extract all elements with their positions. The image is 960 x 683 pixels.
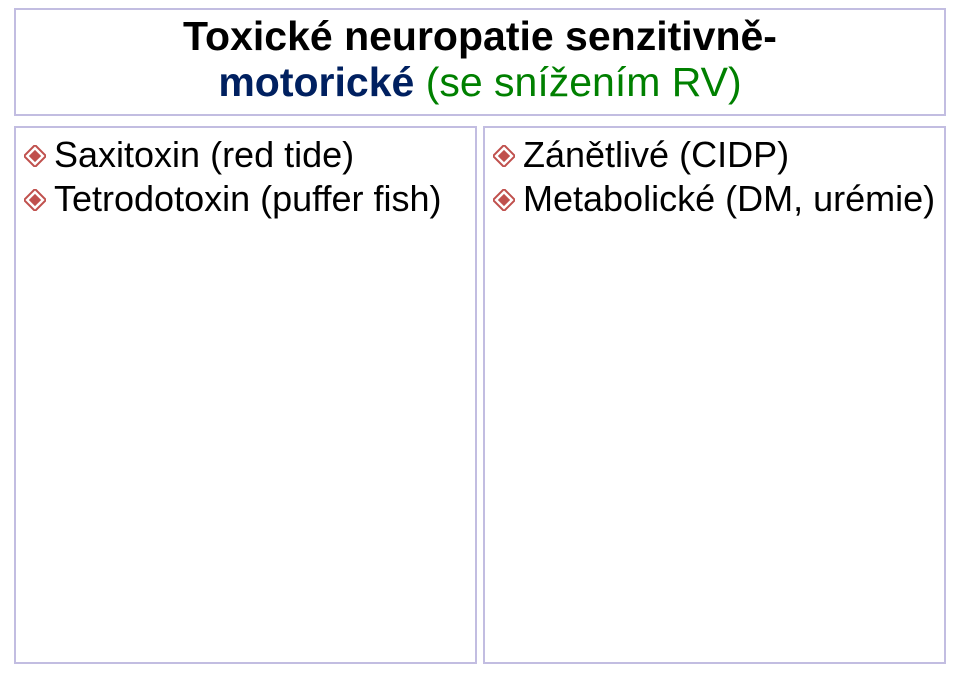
list-item: Metabolické (DM, urémie) xyxy=(493,178,936,220)
list-item: Saxitoxin (red tide) xyxy=(24,134,467,176)
title-part-2: motorické xyxy=(218,59,414,105)
title-part-3: (se snížením RV) xyxy=(414,59,741,105)
list-item-text: Saxitoxin (red tide) xyxy=(54,134,467,176)
columns: Saxitoxin (red tide) Tetrodotoxin (puffe… xyxy=(14,126,946,664)
diamond-bullet-icon xyxy=(24,189,46,211)
diamond-bullet-icon xyxy=(493,145,515,167)
right-column: Zánětlivé (CIDP) Metabolické (DM, urémie… xyxy=(483,126,946,664)
list-item: Tetrodotoxin (puffer fish) xyxy=(24,178,467,220)
diamond-bullet-icon xyxy=(24,145,46,167)
list-item-text: Zánětlivé (CIDP) xyxy=(523,134,936,176)
title-line-2: motorické (se snížením RV) xyxy=(26,60,934,106)
left-column: Saxitoxin (red tide) Tetrodotoxin (puffe… xyxy=(14,126,477,664)
title-part-1: Toxické neuropatie senzitivně- xyxy=(183,13,777,59)
list-item: Zánětlivé (CIDP) xyxy=(493,134,936,176)
title-line-1: Toxické neuropatie senzitivně- xyxy=(26,14,934,60)
title-box: Toxické neuropatie senzitivně- motorické… xyxy=(14,8,946,116)
list-item-text: Tetrodotoxin (puffer fish) xyxy=(54,178,467,220)
list-item-text: Metabolické (DM, urémie) xyxy=(523,178,936,220)
slide: Toxické neuropatie senzitivně- motorické… xyxy=(0,0,960,683)
diamond-bullet-icon xyxy=(493,189,515,211)
